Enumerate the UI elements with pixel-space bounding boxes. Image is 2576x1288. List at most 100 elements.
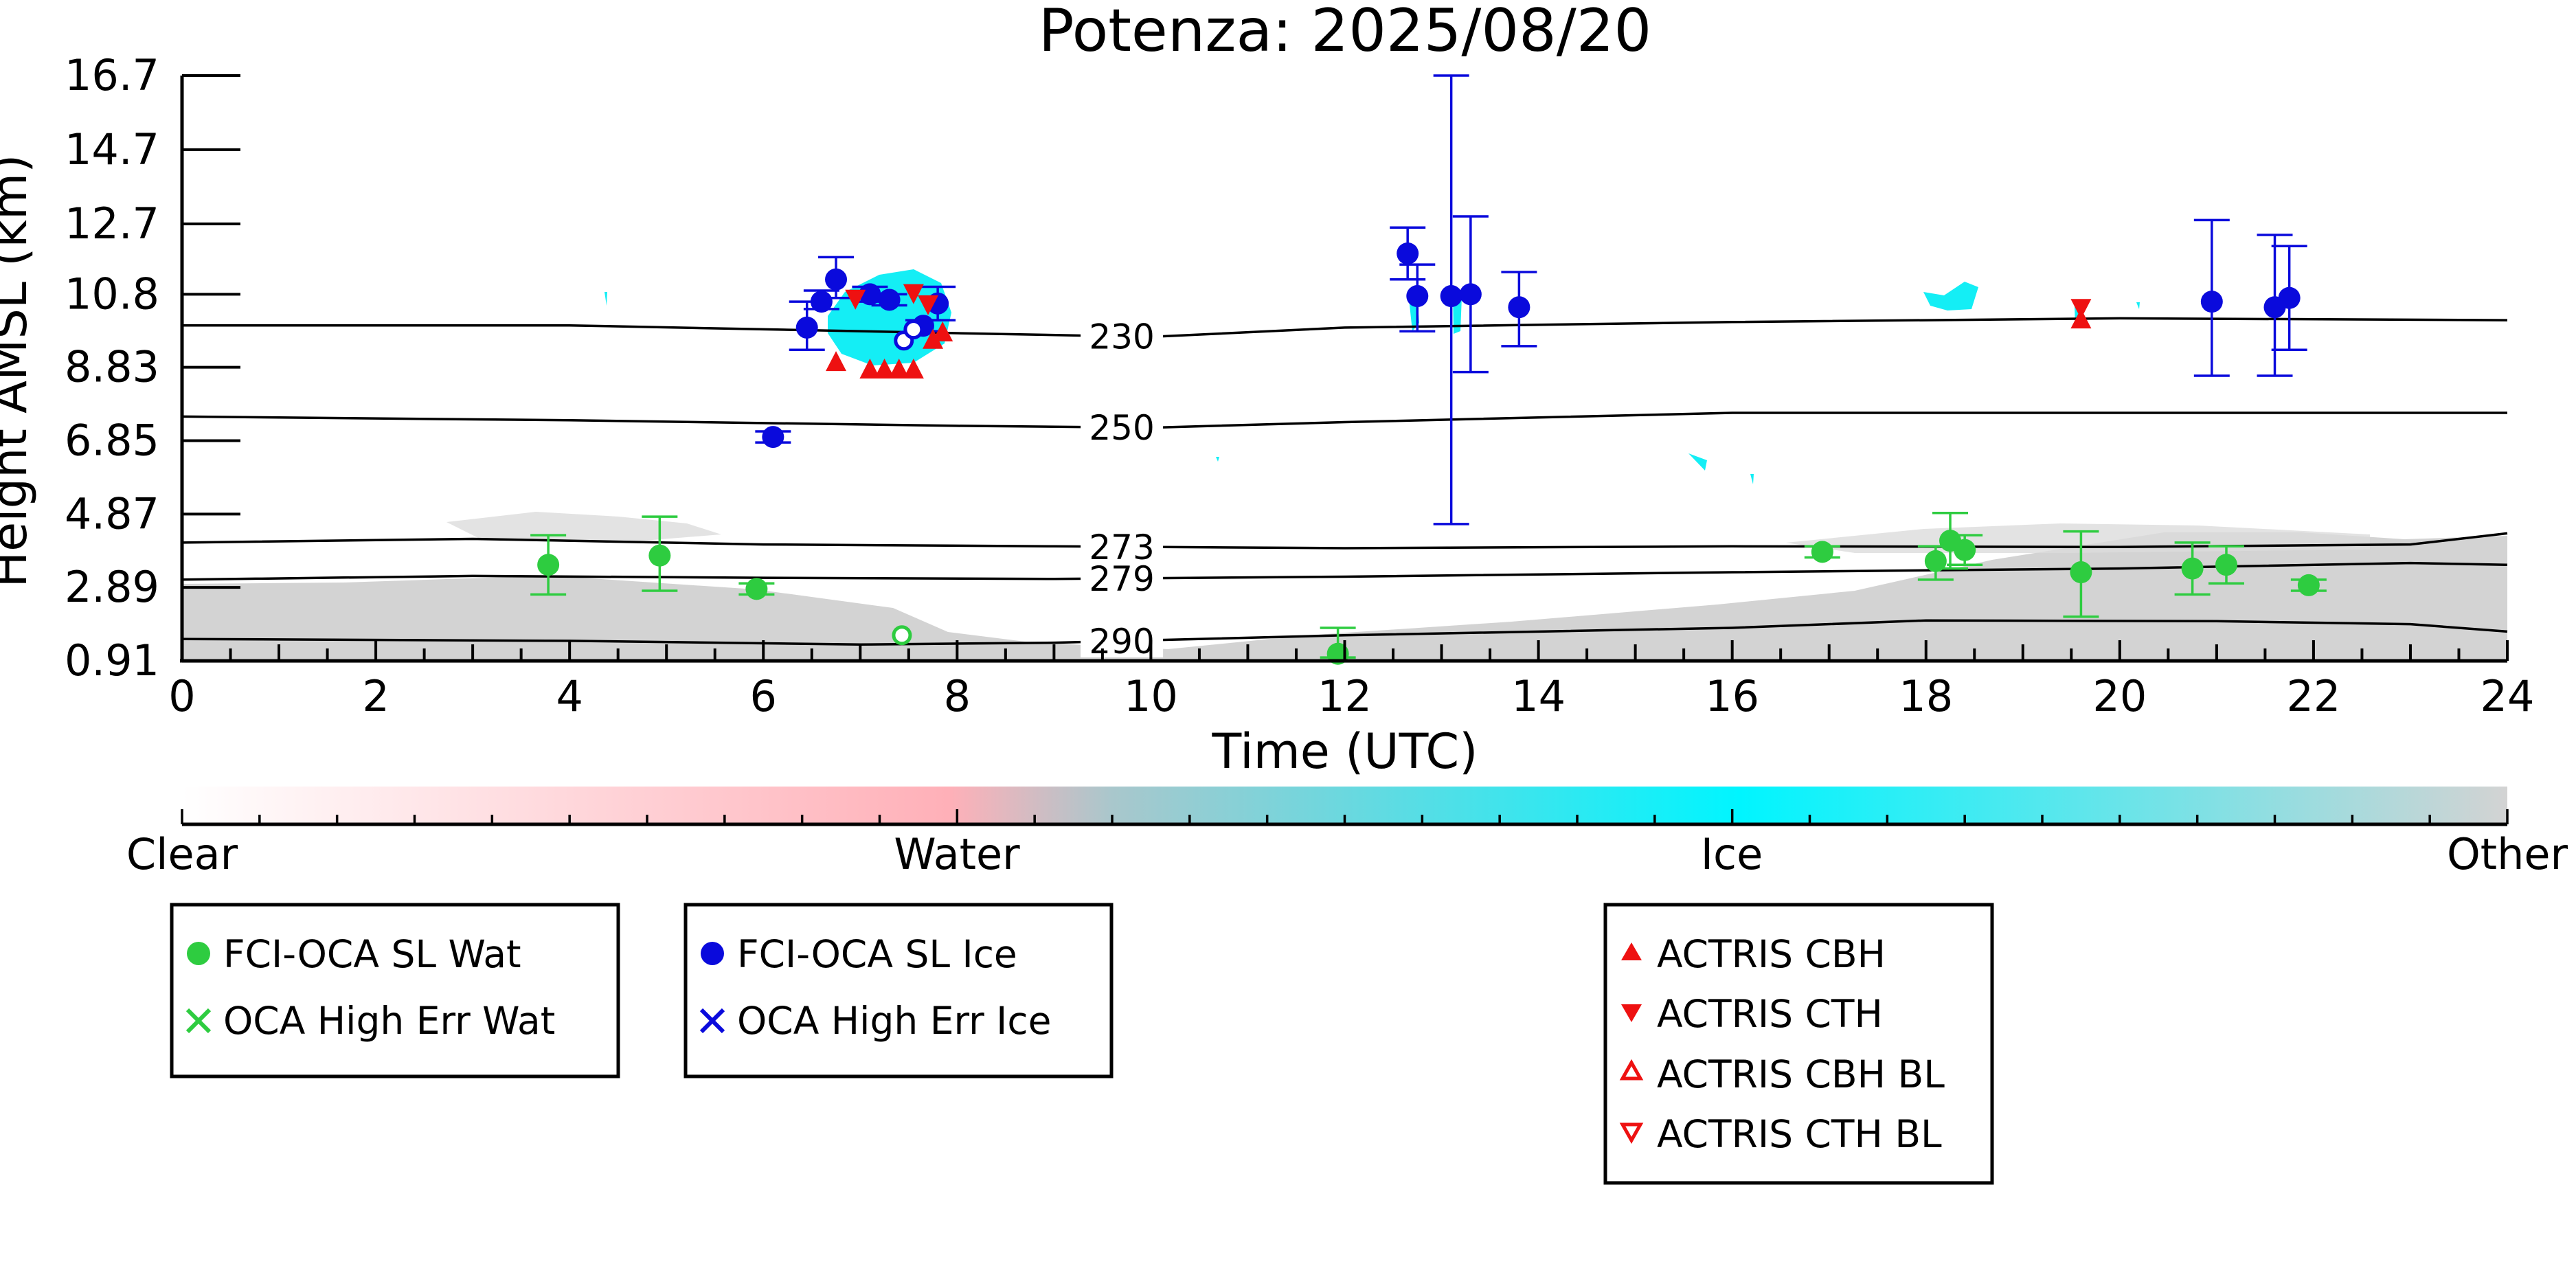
isotherm-279: [181, 561, 2508, 581]
chart-title: Potenza: 2025/08/20: [1039, 0, 1651, 65]
data-point-open: [903, 319, 924, 340]
y-tick-label: 16.7: [65, 50, 159, 100]
isotherm-label-bg: [1081, 530, 1164, 563]
legend-marker-cbh-bl: [1619, 1059, 1644, 1081]
data-point-actris-cth: [903, 284, 924, 304]
data-point-fci-oca-sl-wat: [2070, 561, 2092, 584]
isotherm-label-bg: [1081, 319, 1164, 353]
legend-label-higherr-ice: OCA High Err Ice: [737, 999, 1051, 1043]
isotherm-290: [181, 619, 2508, 646]
isotherm-label-279: 279: [1089, 559, 1154, 599]
x-tick-label: 2: [362, 671, 389, 721]
legend-marker-cth-bl: [1619, 1122, 1644, 1144]
isotherm-label-bg: [1081, 561, 1164, 595]
legend-label-cbh: ACTRIS CBH: [1657, 932, 1886, 976]
isotherm-label-bg: [1081, 411, 1164, 444]
y-tick-label: 14.7: [65, 124, 159, 174]
data-point-fci-oca-sl-wat: [2181, 557, 2204, 580]
legend-marker-higherr-ice: [699, 1008, 725, 1034]
legend-actris: ACTRIS CBH ACTRIS CTH ACTRIS CBH BL ACTR…: [1603, 903, 1994, 1185]
x-axis-ticks: 0 2 4 6 8 10 12 14 16 18 20 22 24: [168, 640, 2534, 721]
data-point-actris-cbh: [888, 358, 909, 379]
isotherm-250: [181, 411, 2507, 429]
legend-frame: [683, 903, 1114, 1078]
y-tick-label: 0.91: [65, 635, 159, 686]
ice-class-region: [828, 269, 951, 365]
legend-label-cbh-bl: ACTRIS CBH BL: [1657, 1052, 1945, 1096]
data-point-fci-oca-sl-ice: [825, 268, 848, 291]
data-point-fci-oca-sl-ice: [859, 283, 881, 306]
other-class-region: [182, 532, 2507, 663]
data-point-fci-oca-sl-ice: [878, 289, 901, 311]
legend-label-cth-bl: ACTRIS CTH BL: [1657, 1112, 1942, 1156]
x-tick-label: 16: [1705, 671, 1759, 721]
data-point-fci-oca-sl-ice: [2278, 286, 2301, 309]
isotherm-230: [182, 317, 2508, 339]
y-tick-label: 4.87: [65, 488, 159, 539]
y-tick-label: 12.7: [65, 199, 159, 249]
colorbar-label-other: Other: [2447, 829, 2568, 879]
x-tick-label: 24: [2481, 671, 2535, 721]
x-tick-label: 6: [750, 671, 777, 721]
isotherm-label-290: 290: [1089, 622, 1154, 662]
colorbar-label-ice: Ice: [1701, 829, 1763, 879]
data-point-fci-oca-sl-wat: [1811, 541, 1833, 563]
data-point-fci-oca-sl-wat: [1954, 539, 1976, 561]
legend-ice: FCI-OCA SL Ice OCA High Err Ice: [683, 903, 1114, 1078]
y-axis-ticks: 0.91 2.89 4.87 6.85 8.83 10.8 12.7 14.7 16.7: [65, 50, 240, 686]
data-point-actris-cth: [845, 289, 866, 310]
legend-frame: [1603, 903, 1994, 1185]
data-point-fci-oca-sl-ice: [1440, 285, 1462, 308]
isotherm-label-250: 250: [1089, 408, 1154, 448]
data-point-fci-oca-sl-wat: [745, 578, 768, 600]
colorbar-ticks: [181, 809, 2509, 824]
y-tick-label: 6.85: [65, 415, 159, 465]
legend-label-oca-wat: FCI-OCA SL Wat: [223, 932, 521, 976]
y-tick-label: 2.89: [65, 562, 159, 612]
isotherm-273: [181, 532, 2508, 550]
data-point-fci-oca-sl-wat: [1924, 550, 1947, 572]
data-point-actris-cbh: [923, 328, 944, 349]
other-class-band: [1786, 523, 2370, 553]
data-point-fci-oca-sl-wat: [648, 544, 671, 567]
y-tick-label: 10.8: [65, 269, 159, 319]
colorbar-label-water: Water: [894, 829, 1020, 879]
data-point-fci-oca-sl-ice: [2200, 291, 2223, 313]
data-point-fci-oca-sl-wat: [537, 554, 560, 576]
x-tick-label: 18: [1899, 671, 1953, 721]
data-point-fci-oca-sl-ice: [795, 316, 818, 339]
x-tick-label: 20: [2092, 671, 2147, 721]
data-point-fci-oca-sl-wat: [2215, 554, 2237, 576]
x-tick-label: 22: [2286, 671, 2340, 721]
data-point-fci-oca-sl-ice: [1459, 283, 1482, 306]
classification-colorbar: Clear Water Ice Other: [126, 787, 2568, 879]
x-tick-label: 0: [168, 671, 195, 721]
x-tick-label: 12: [1318, 671, 1372, 721]
x-tick-label: 4: [556, 671, 583, 721]
legend-label-higherr-wat: OCA High Err Wat: [223, 999, 555, 1043]
data-point-fci-oca-sl-ice: [810, 291, 833, 313]
x-tick-label: 10: [1124, 671, 1178, 721]
isotherm-label-230: 230: [1089, 317, 1154, 357]
data-point-actris-cbh: [903, 358, 924, 379]
data-point-actris-cth: [2070, 299, 2092, 319]
data-point-fci-oca-sl-ice: [1508, 296, 1530, 319]
x-axis-label: Time (UTC): [1212, 723, 1478, 780]
legend-marker-cth: [1621, 1004, 1642, 1022]
data-point-fci-oca-sl-wat: [2297, 574, 2320, 596]
data-point-actris-cbh: [826, 351, 847, 372]
data-point-fci-oca-sl-ice: [1397, 242, 1419, 264]
legend-water: FCI-OCA SL Wat OCA High Err Wat: [170, 903, 620, 1078]
data-point-actris-cbh: [932, 321, 953, 342]
legend-marker-cbh: [1621, 942, 1642, 960]
y-tick-label: 8.83: [65, 342, 159, 392]
data-point-fci-oca-sl-ice: [762, 426, 784, 449]
data-markers: [537, 242, 2320, 665]
legend-label-cth: ACTRIS CTH: [1657, 992, 1883, 1036]
y-axis-label: Height AMSL (km): [0, 155, 38, 588]
data-point-actris-cbh: [874, 358, 895, 379]
data-point-actris-cbh: [859, 358, 881, 379]
legend-marker-oca-ice: [701, 942, 724, 965]
legend-marker-higherr-wat: [185, 1008, 212, 1034]
